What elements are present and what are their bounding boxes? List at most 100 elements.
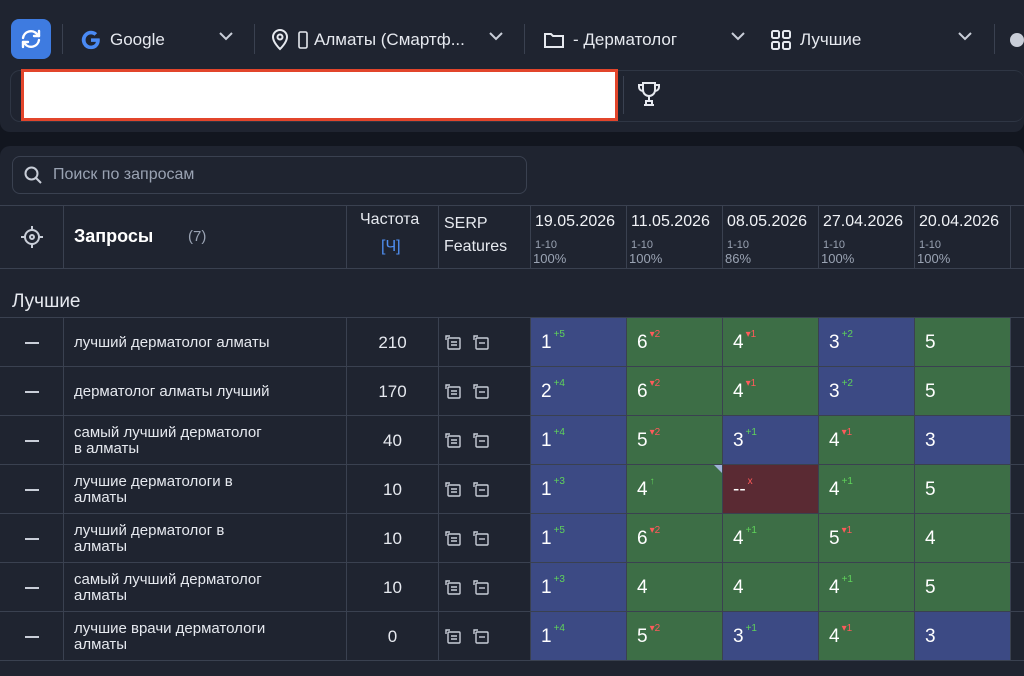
position-cell[interactable]: 6 ▾2 <box>627 367 723 416</box>
position-cell[interactable]: 4 ▾1 <box>723 367 819 416</box>
position-cell[interactable]: 1 +5 <box>531 514 627 563</box>
date-column-header[interactable]: 19.05.2026 1-10 100% <box>531 205 627 269</box>
table-row[interactable]: лучший дерматолог алматы 210 1 +5 6 ▾2 4 ▾1 3 +2 5 <box>0 317 1024 367</box>
serp-feature-icon[interactable] <box>473 579 491 597</box>
date-column-header[interactable]: 27.04.2026 1-10 100% <box>819 205 915 269</box>
chevron-down-icon[interactable] <box>728 26 748 46</box>
row-toggle[interactable] <box>0 416 64 465</box>
row-toggle[interactable] <box>0 367 64 416</box>
position-cell[interactable]: 3 +1 <box>723 416 819 465</box>
queries-column-header[interactable]: Запросы (7) <box>64 205 347 269</box>
position-cell[interactable]: 1 +4 <box>531 416 627 465</box>
query-cell[interactable]: лучший дерматолог в алматы <box>64 514 347 563</box>
chevron-down-icon[interactable] <box>955 26 975 46</box>
serp-feature-icon[interactable] <box>473 334 491 352</box>
position-cell[interactable]: 5 <box>915 318 1011 367</box>
position-cell[interactable]: 4 <box>915 514 1011 563</box>
position-cell[interactable]: 3 +1 <box>723 612 819 661</box>
project-dropdown[interactable]: - Дерматолог <box>543 22 677 58</box>
row-toggle[interactable] <box>0 318 64 367</box>
target-column-header[interactable] <box>0 205 64 269</box>
table-row[interactable]: дерматолог алматы лучший 170 2 +4 6 ▾2 4 ▾1 3 +2 5 <box>0 366 1024 416</box>
serp-feature-icon[interactable] <box>445 579 463 597</box>
table-row[interactable]: самый лучший дерматолог алматы 10 1 +3 4 4 4 +1 5 <box>0 562 1024 612</box>
position-value: -- <box>733 478 746 500</box>
position-cell[interactable]: 4 <box>723 563 819 612</box>
table-row[interactable]: лучший дерматолог в алматы 10 1 +5 6 ▾2 4 +1 5 ▾1 4 <box>0 513 1024 563</box>
position-cell[interactable]: 4 +1 <box>819 563 915 612</box>
serp-feature-icon[interactable] <box>445 432 463 450</box>
query-cell[interactable]: самый лучший дерматолог алматы <box>64 563 347 612</box>
position-cell[interactable]: 4 <box>627 563 723 612</box>
position-cell[interactable]: 1 +5 <box>531 318 627 367</box>
position-cell[interactable]: 4 +1 <box>819 465 915 514</box>
serp-feature-icon[interactable] <box>473 481 491 499</box>
row-toggle[interactable] <box>0 465 64 514</box>
position-cell[interactable]: 4 ▾1 <box>819 612 915 661</box>
minus-icon <box>25 390 39 393</box>
serp-feature-icon[interactable] <box>445 530 463 548</box>
row-toggle[interactable] <box>0 514 64 563</box>
position-delta: +1 <box>841 476 853 487</box>
date-column-header[interactable]: 11.05.2026 1-10 100% <box>627 205 723 269</box>
serp-feature-icon[interactable] <box>473 383 491 401</box>
serp-feature-icon[interactable] <box>445 383 463 401</box>
frequency-column-header[interactable]: Частота [Ч] <box>347 205 439 269</box>
date-percent: 100% <box>821 251 855 266</box>
serp-feature-icon[interactable] <box>473 530 491 548</box>
query-cell[interactable]: лучшие врачи дерматологи алматы <box>64 612 347 661</box>
date-column-header[interactable]: 20.04.2026 1-10 100% <box>915 205 1011 269</box>
table-row[interactable]: лучшие дерматологи в алматы 10 1 +3 4 ↑ -- x 4 +1 5 <box>0 464 1024 514</box>
table-row[interactable]: самый лучший дерматолог в алматы 40 1 +4 5 ▾2 3… <box>0 415 1024 465</box>
position-cell[interactable]: 6 ▾2 <box>627 514 723 563</box>
position-cell[interactable]: 3 +2 <box>819 367 915 416</box>
row-toggle[interactable] <box>0 612 64 661</box>
position-cell[interactable]: 4 ↑ <box>627 465 723 514</box>
position-cell[interactable]: -- x <box>723 465 819 514</box>
serp-feature-icon[interactable] <box>473 628 491 646</box>
minus-icon <box>25 488 39 491</box>
position-cell[interactable]: 4 ▾1 <box>819 416 915 465</box>
status-dot[interactable] <box>1010 33 1024 47</box>
serp-features-column-header[interactable]: SERP Features <box>439 205 531 269</box>
position-cell[interactable]: 1 +4 <box>531 612 627 661</box>
note-marker[interactable] <box>714 465 722 473</box>
trophy-icon[interactable] <box>636 80 662 108</box>
engine-dropdown[interactable]: Google <box>80 22 165 58</box>
serp-feature-icon[interactable] <box>473 432 491 450</box>
serp-feature-icon[interactable] <box>445 481 463 499</box>
position-cell[interactable]: 6 ▾2 <box>627 318 723 367</box>
group-dropdown[interactable]: Лучшие <box>770 22 861 58</box>
chevron-down-icon[interactable] <box>486 26 506 46</box>
table-row[interactable]: лучшие врачи дерматологи алматы 0 1 +4 5 ▾2 3 +1… <box>0 611 1024 661</box>
project-label: - Дерматолог <box>573 30 678 49</box>
table-header: Запросы (7) Частота [Ч] SERP Features 19… <box>0 205 1024 269</box>
chevron-down-icon[interactable] <box>216 26 236 46</box>
redacted-field[interactable] <box>21 69 618 121</box>
position-cell[interactable]: 3 +2 <box>819 318 915 367</box>
query-cell[interactable]: дерматолог алматы лучший <box>64 367 347 416</box>
query-cell[interactable]: самый лучший дерматолог в алматы <box>64 416 347 465</box>
position-cell[interactable]: 4 ▾1 <box>723 318 819 367</box>
position-cell[interactable]: 2 +4 <box>531 367 627 416</box>
query-cell[interactable]: лучший дерматолог алматы <box>64 318 347 367</box>
position-cell[interactable]: 5 ▾1 <box>819 514 915 563</box>
query-search-input[interactable]: Поиск по запросам <box>12 156 527 194</box>
position-cell[interactable]: 5 <box>915 465 1011 514</box>
position-cell[interactable]: 3 <box>915 612 1011 661</box>
position-cell[interactable]: 3 <box>915 416 1011 465</box>
date-column-header[interactable]: 08.05.2026 1-10 86% <box>723 205 819 269</box>
query-cell[interactable]: лучшие дерматологи в алматы <box>64 465 347 514</box>
row-toggle[interactable] <box>0 563 64 612</box>
position-cell[interactable]: 1 +3 <box>531 563 627 612</box>
position-cell[interactable]: 5 ▾2 <box>627 416 723 465</box>
serp-feature-icon[interactable] <box>445 628 463 646</box>
position-cell[interactable]: 5 ▾2 <box>627 612 723 661</box>
position-cell[interactable]: 1 +3 <box>531 465 627 514</box>
position-cell[interactable]: 4 +1 <box>723 514 819 563</box>
serp-feature-icon[interactable] <box>445 334 463 352</box>
position-cell[interactable]: 5 <box>915 367 1011 416</box>
position-cell[interactable]: 5 <box>915 563 1011 612</box>
refresh-button[interactable] <box>11 19 51 59</box>
region-dropdown[interactable]: Алматы (Смартф... <box>270 22 465 58</box>
